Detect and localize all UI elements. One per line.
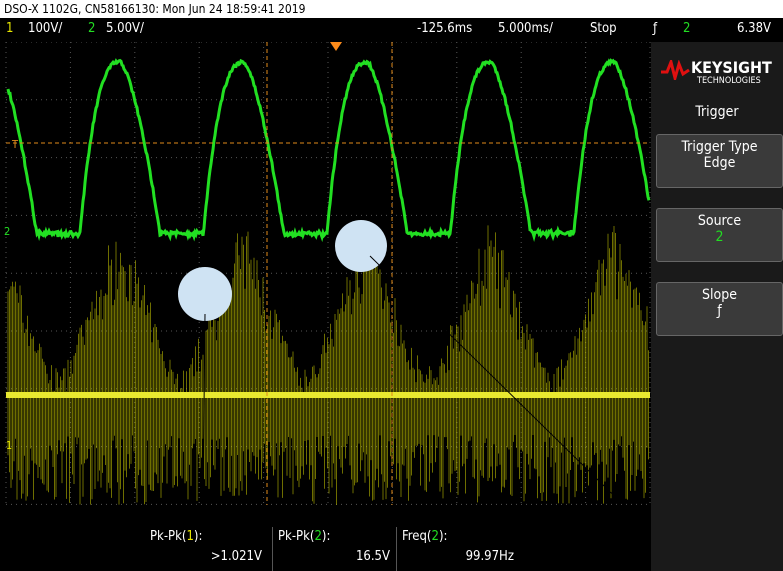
brand-sub: TECHNOLOGIES (697, 76, 761, 86)
status-bar: 1 100V/ 2 5.00V/ -125.6ms 5.000ms/ Stop … (0, 18, 783, 42)
separator (396, 527, 397, 571)
measurement-label-part: Pk-Pk( (150, 529, 186, 544)
waveform-area: T 2 1 (0, 42, 651, 505)
measurement-label: Pk-Pk(2): (278, 529, 330, 544)
ch1-scale: 100V/ (28, 18, 62, 40)
measurement-value: 16.5V (278, 549, 390, 564)
button-value: ƒ (657, 303, 782, 319)
measurement-label-part: Pk-Pk( (278, 529, 314, 544)
ch1-marker: 1 (6, 439, 12, 452)
measurement-label-part: Freq( (402, 529, 432, 544)
measurement-value: >1.021V (150, 549, 262, 564)
trigger-level: 6.38V (737, 18, 771, 40)
run-state: Stop (590, 18, 617, 40)
measurement-label: Freq(2): (402, 529, 447, 544)
trigger-edge: ƒ (653, 18, 657, 40)
ch2-num: 2 (88, 18, 95, 40)
measurement-label-part: ): (322, 529, 331, 544)
measurement-label-part: ): (439, 529, 448, 544)
brand: KEYSIGHT (691, 58, 772, 77)
timebase: 5.000ms/ (498, 18, 553, 40)
scope-screen: DSO-X 1102G, CN58166130: Mon Jun 24 18:5… (0, 0, 783, 571)
button-label: Slope (657, 287, 782, 303)
measurement-label-part: ): (194, 529, 203, 544)
header: DSO-X 1102G, CN58166130: Mon Jun 24 18:5… (0, 0, 783, 18)
delay: -125.6ms (417, 18, 472, 40)
ch2-marker: 2 (4, 225, 10, 238)
button-value: Edge (657, 155, 782, 171)
measurement-label-part: 2 (432, 529, 439, 544)
measurement-value: 99.97Hz (402, 549, 514, 564)
measurement-label: Pk-Pk(1): (150, 529, 202, 544)
measurement-label-part: 2 (314, 529, 321, 544)
button-label: Source (657, 213, 782, 229)
annotation-circle (335, 220, 387, 272)
ch1-baseline (6, 392, 650, 398)
trigger-marker: T (11, 138, 19, 151)
ch2-scale: 5.00V/ (106, 18, 144, 40)
measurement-label-part: 1 (186, 529, 193, 544)
button-value: 2 (657, 229, 782, 245)
ch1-num: 1 (6, 18, 13, 40)
annotation-circle (178, 267, 232, 321)
softkey-panel: KEYSIGHT TECHNOLOGIES Trigger Trigger Ty… (651, 42, 783, 571)
trigger-source: 2 (683, 18, 690, 40)
separator (272, 527, 273, 571)
header-title: DSO-X 1102G, CN58166130: Mon Jun 24 18:5… (4, 0, 305, 18)
panel-title: Trigger (651, 104, 783, 120)
button-label: Trigger Type (657, 139, 782, 155)
logo (661, 60, 691, 80)
